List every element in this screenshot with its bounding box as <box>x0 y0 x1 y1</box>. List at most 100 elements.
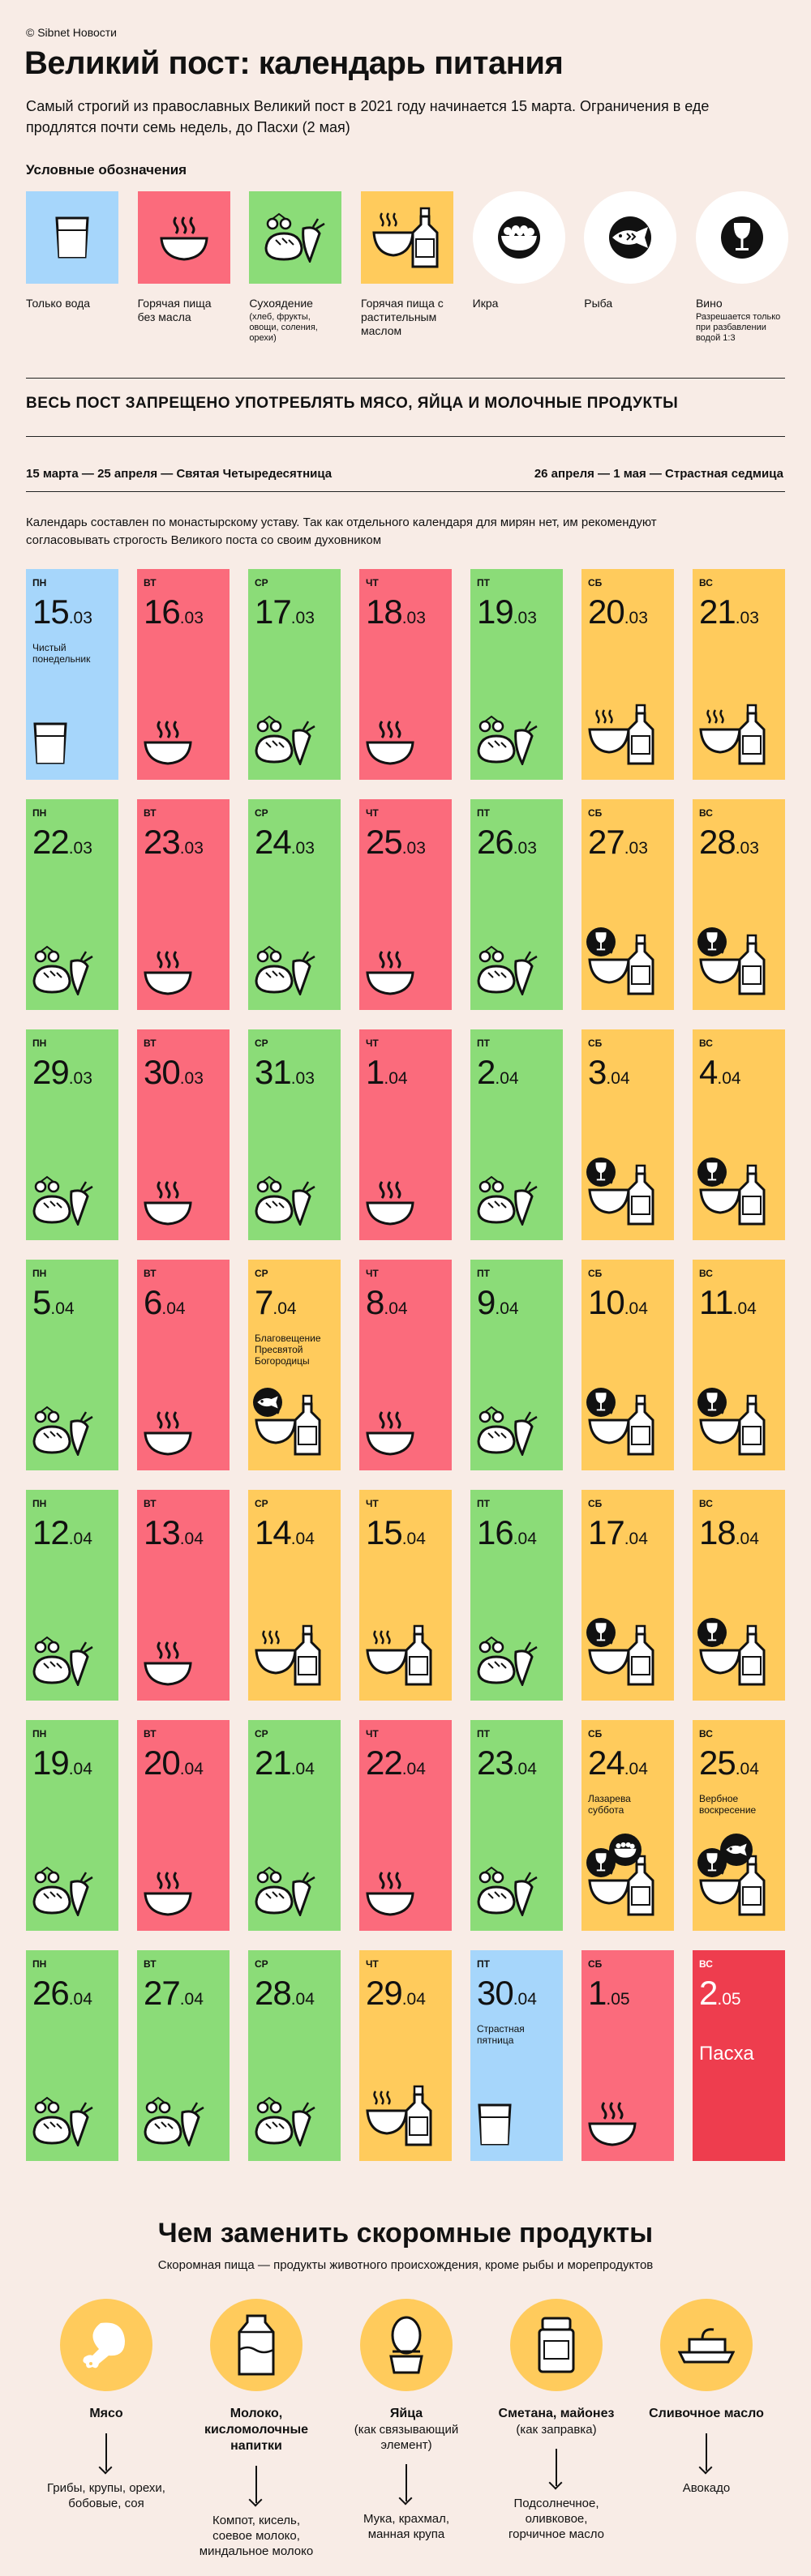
wine-icon <box>697 1157 727 1187</box>
day-value: 28 <box>255 1974 292 2012</box>
bowl-oil-icon <box>699 1394 769 1456</box>
day-value: 31 <box>255 1053 292 1091</box>
food-icons <box>477 1161 556 1226</box>
calendar-day: ВС 21.03 <box>693 569 785 780</box>
weekday-label: ВТ <box>144 1038 157 1049</box>
day-number: 30.04 <box>477 1975 556 2018</box>
weekday-label: ПТ <box>477 1728 490 1739</box>
month-value: .04 <box>384 1069 408 1088</box>
weekday-label: ВС <box>699 1958 713 1970</box>
hot-bowl-icon <box>144 1869 192 1916</box>
calendar-day: ЧТ 15.04 <box>359 1490 452 1701</box>
calendar-day: СБ 10.04 <box>581 1260 674 1470</box>
legend-item: Икра <box>472 191 565 344</box>
day-number: 17.03 <box>255 593 334 637</box>
jar-icon <box>536 2317 577 2373</box>
month-value: .04 <box>68 1990 92 2009</box>
day-value: 6 <box>144 1283 162 1321</box>
day-number: 21.04 <box>255 1744 334 1788</box>
bowl-oil-icon <box>366 1624 436 1686</box>
calendar-day: ЧТ 25.03 <box>359 799 452 1010</box>
food-icons <box>32 1621 112 1686</box>
day-value: 24 <box>588 1744 625 1782</box>
day-number: 8.04 <box>366 1284 445 1328</box>
food-icons <box>477 1621 556 1686</box>
month-value: .04 <box>50 1299 75 1318</box>
weekday-label: ПН <box>32 1498 47 1509</box>
bowl-oil-icon <box>699 704 769 765</box>
food-icons <box>366 700 445 765</box>
day-value: 22 <box>32 823 70 861</box>
day-number: 18.03 <box>366 593 445 637</box>
food-icons <box>32 1161 112 1226</box>
legend-sublabel: Разрешается только при разбавлении водой… <box>695 312 781 343</box>
food-icons <box>144 2082 223 2146</box>
food-icons <box>144 700 223 765</box>
day-value: 7 <box>255 1283 273 1321</box>
month-value: .04 <box>179 1530 204 1548</box>
day-number: 2.04 <box>477 1054 556 1098</box>
legend-label: Икра <box>472 297 499 310</box>
legend-label: Горячая пища без масла <box>137 297 212 323</box>
hot-bowl-icon <box>588 2099 637 2146</box>
substitute-item: Сливочное масло Авокадо <box>646 2299 767 2559</box>
period-left: 15 марта — 25 апреля — Святая Четыредеся… <box>26 467 333 481</box>
day-value: 10 <box>588 1283 625 1321</box>
calendar-day: ПН 19.04 <box>26 1720 118 1931</box>
food-icons <box>144 931 223 995</box>
divider <box>26 436 785 437</box>
legend-sublabel: (хлеб, фрукты, овощи, соления, орехи) <box>249 312 318 343</box>
food-icons <box>366 1161 445 1226</box>
day-number: 25.04 <box>699 1744 779 1788</box>
dry-food-icon <box>477 945 539 995</box>
legend-swatch <box>360 191 453 284</box>
day-number: 1.05 <box>588 1975 667 2018</box>
month-value: .04 <box>290 1760 315 1778</box>
calendar-day: ВТ 16.03 <box>137 569 230 780</box>
weekday-label: СР <box>255 1038 268 1049</box>
wine-icon <box>697 927 727 956</box>
food-icons <box>366 2082 445 2146</box>
calendar-day: СР 7.04 Благовещение Пресвятой Богородицы <box>248 1260 341 1470</box>
legend-item: Вино Разрешается только при разбавлении в… <box>695 191 788 344</box>
food-icons <box>588 1851 667 1916</box>
month-value: .03 <box>735 839 759 858</box>
product-name: Сметана, майонез <box>498 2407 615 2420</box>
calendar-day: ВТ 13.04 <box>137 1490 230 1701</box>
calendar-day: ПН 5.04 <box>26 1260 118 1470</box>
hot-bowl-icon <box>144 1409 192 1456</box>
glass-icon <box>477 2103 513 2146</box>
weekday-label: ПТ <box>477 577 490 588</box>
day-number: 23.04 <box>477 1744 556 1788</box>
calendar-day: ПТ 26.03 <box>470 799 563 1010</box>
month-value: .03 <box>401 609 426 627</box>
month-value: .04 <box>606 1069 630 1088</box>
weekday-label: СБ <box>588 1958 603 1970</box>
legend-label: Вино <box>695 297 723 310</box>
day-value: 1 <box>588 1974 607 2012</box>
weekday-label: ЧТ <box>366 807 379 819</box>
weekday-label: ВТ <box>144 1958 157 1970</box>
weekday-label: ПН <box>32 807 47 819</box>
dry-food-icon <box>32 1866 94 1916</box>
page-title: Великий пост: календарь питания <box>24 45 564 81</box>
product-name: Мясо <box>89 2407 123 2420</box>
month-value: .03 <box>68 839 92 858</box>
month-value: .03 <box>290 609 315 627</box>
substitutes: Мясо Грибы, крупы, орехи, бобовые, соя Мол… <box>45 2299 767 2559</box>
month-value: .05 <box>606 1990 630 2009</box>
food-icons <box>255 1391 334 1456</box>
legend-swatch <box>249 191 342 284</box>
food-icons <box>255 931 334 995</box>
food-icons <box>144 1391 223 1456</box>
day-number: 19.03 <box>477 593 556 637</box>
day-value: 18 <box>366 593 403 631</box>
month-value: .04 <box>735 1760 759 1778</box>
weekday-label: ЧТ <box>366 1728 379 1739</box>
weekday-label: ВТ <box>144 1268 157 1279</box>
food-icons <box>699 700 779 765</box>
calendar-day: СР 17.03 <box>248 569 341 780</box>
food-icons <box>477 1851 556 1916</box>
day-value: 26 <box>32 1974 70 2012</box>
